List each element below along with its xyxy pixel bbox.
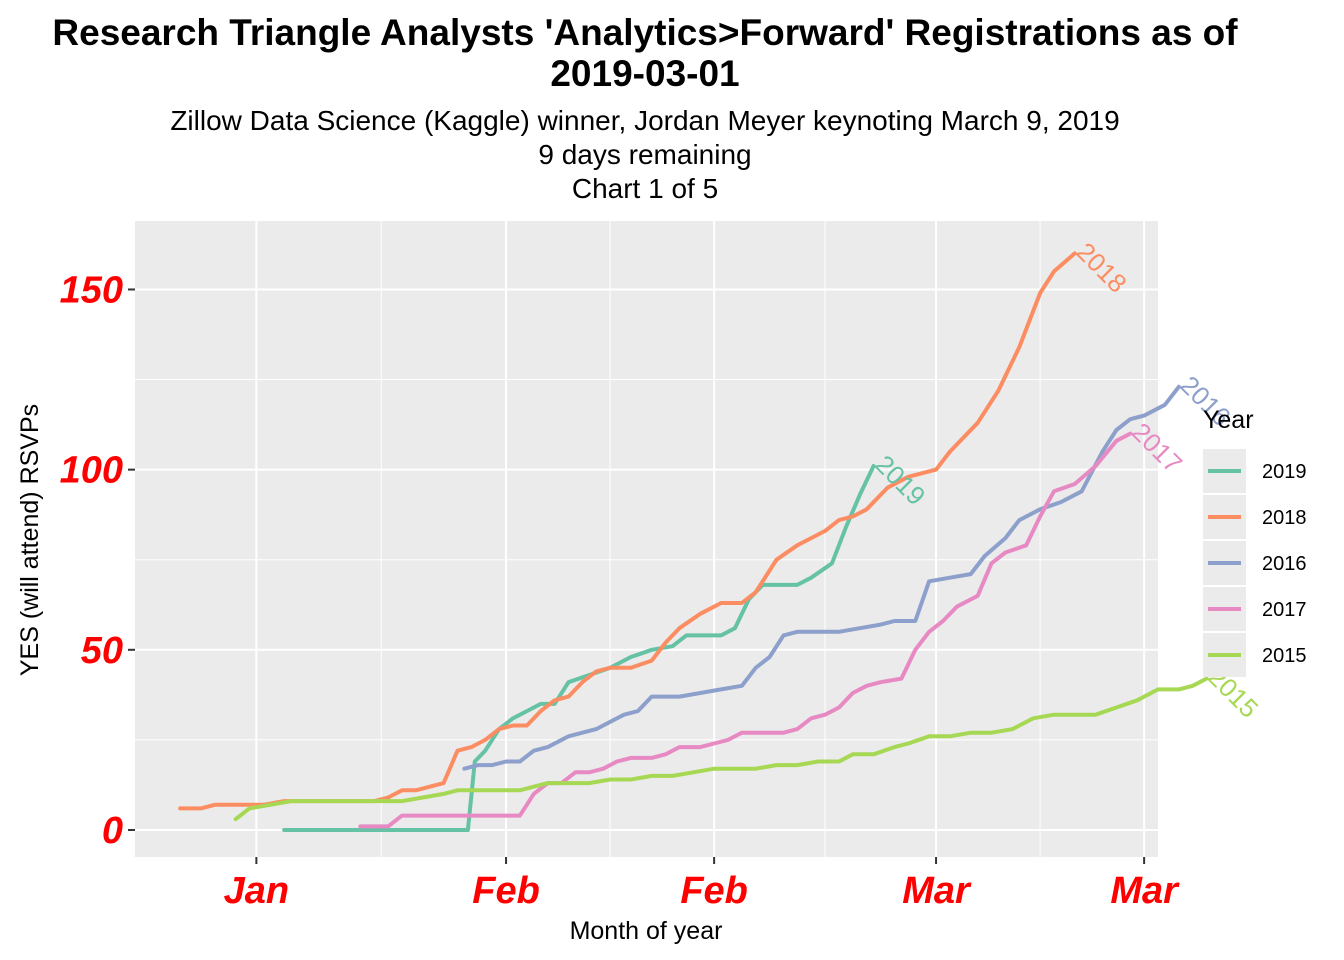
x-tick-label: Jan bbox=[224, 870, 289, 912]
legend-items: 2019 2018 2016 2017 2015 bbox=[1203, 449, 1307, 677]
series-line-2016 bbox=[462, 384, 1181, 771]
chart-subtitle-line-2: 9 days remaining bbox=[538, 139, 752, 170]
legend-label-2019: 2019 bbox=[1262, 461, 1307, 483]
legend-label-2017: 2017 bbox=[1262, 599, 1307, 621]
legend: Year 2019 2018 2016 2017 2015 bbox=[1203, 406, 1307, 677]
y-tick-label: 0 bbox=[102, 810, 123, 852]
y-tick-label: 100 bbox=[60, 450, 123, 492]
x-axis-label: Month of year bbox=[570, 917, 723, 945]
legend-label-2016: 2016 bbox=[1262, 553, 1307, 575]
x-tick-label: Mar bbox=[902, 870, 972, 912]
legend-label-2018: 2018 bbox=[1262, 507, 1307, 529]
plot-panel bbox=[135, 221, 1158, 857]
chart-title-line-1: Research Triangle Analysts 'Analytics>Fo… bbox=[52, 12, 1238, 53]
y-tick-label: 150 bbox=[60, 269, 123, 311]
series-lines bbox=[178, 251, 1209, 832]
chart-subtitle-line-3: Chart 1 of 5 bbox=[571, 173, 719, 204]
legend-title: Year bbox=[1203, 406, 1254, 434]
x-tick-label: Feb bbox=[472, 870, 540, 912]
x-axis-tick-labels: Jan Feb Feb Mar Mar bbox=[224, 870, 1180, 912]
series-line-2015 bbox=[233, 676, 1209, 822]
minor-gridlines bbox=[135, 221, 1158, 857]
chart-title-line-2: 2019-03-01 bbox=[550, 53, 740, 94]
y-axis-label: YES (will attend) RSVPs bbox=[16, 404, 44, 676]
legend-label-2015: 2015 bbox=[1262, 645, 1307, 667]
axis-ticks bbox=[128, 288, 1146, 864]
chart-subtitle-line-1: Zillow Data Science (Kaggle) winner, Jor… bbox=[170, 105, 1120, 136]
x-tick-label: Feb bbox=[680, 870, 748, 912]
y-axis-tick-labels: 0 50 100 150 bbox=[60, 269, 123, 852]
x-tick-label: Mar bbox=[1110, 870, 1180, 912]
y-tick-label: 50 bbox=[81, 630, 123, 672]
series-line-2017 bbox=[358, 431, 1133, 829]
